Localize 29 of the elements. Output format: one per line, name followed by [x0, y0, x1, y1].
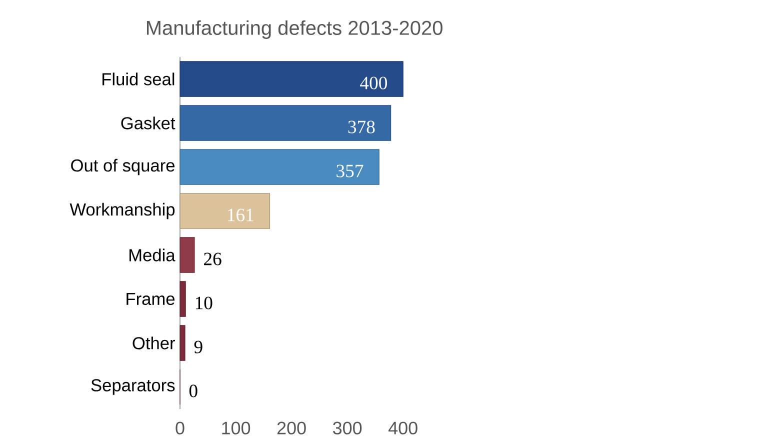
- y-tick-label: Separators: [91, 379, 175, 395]
- bar: [180, 325, 186, 361]
- bar: [180, 193, 270, 229]
- y-tick-label: Media: [130, 248, 176, 262]
- data-label: 10: [196, 296, 212, 310]
- bar: [180, 237, 195, 273]
- bar: [180, 105, 392, 141]
- data-label: 161: [228, 208, 254, 222]
- bar: [180, 281, 186, 317]
- x-tick-label: 0: [176, 422, 184, 434]
- y-tick-label: Out of square: [71, 158, 175, 176]
- x-tick-label: 100: [222, 422, 250, 434]
- y-tick-label: Workmanship: [70, 202, 175, 220]
- bar: [180, 61, 404, 97]
- y-tick-label: Fluid seal: [102, 72, 174, 86]
- data-label: 400: [360, 76, 387, 90]
- x-tick-label: 400: [388, 422, 418, 434]
- bar: [180, 149, 380, 185]
- x-tick-label: 300: [332, 422, 362, 434]
- y-tick-label: Other: [132, 336, 176, 350]
- chart-title: Manufacturing defects 2013-2020: [146, 20, 442, 39]
- y-tick-label: Gasket: [121, 116, 176, 130]
- x-tick-label: 200: [277, 422, 306, 434]
- data-label: 357: [336, 164, 364, 178]
- data-label: 9: [194, 340, 202, 354]
- data-label: 26: [204, 252, 222, 266]
- y-tick-label: Frame: [126, 292, 175, 306]
- data-label: 0: [189, 384, 198, 398]
- data-label: 378: [348, 120, 375, 134]
